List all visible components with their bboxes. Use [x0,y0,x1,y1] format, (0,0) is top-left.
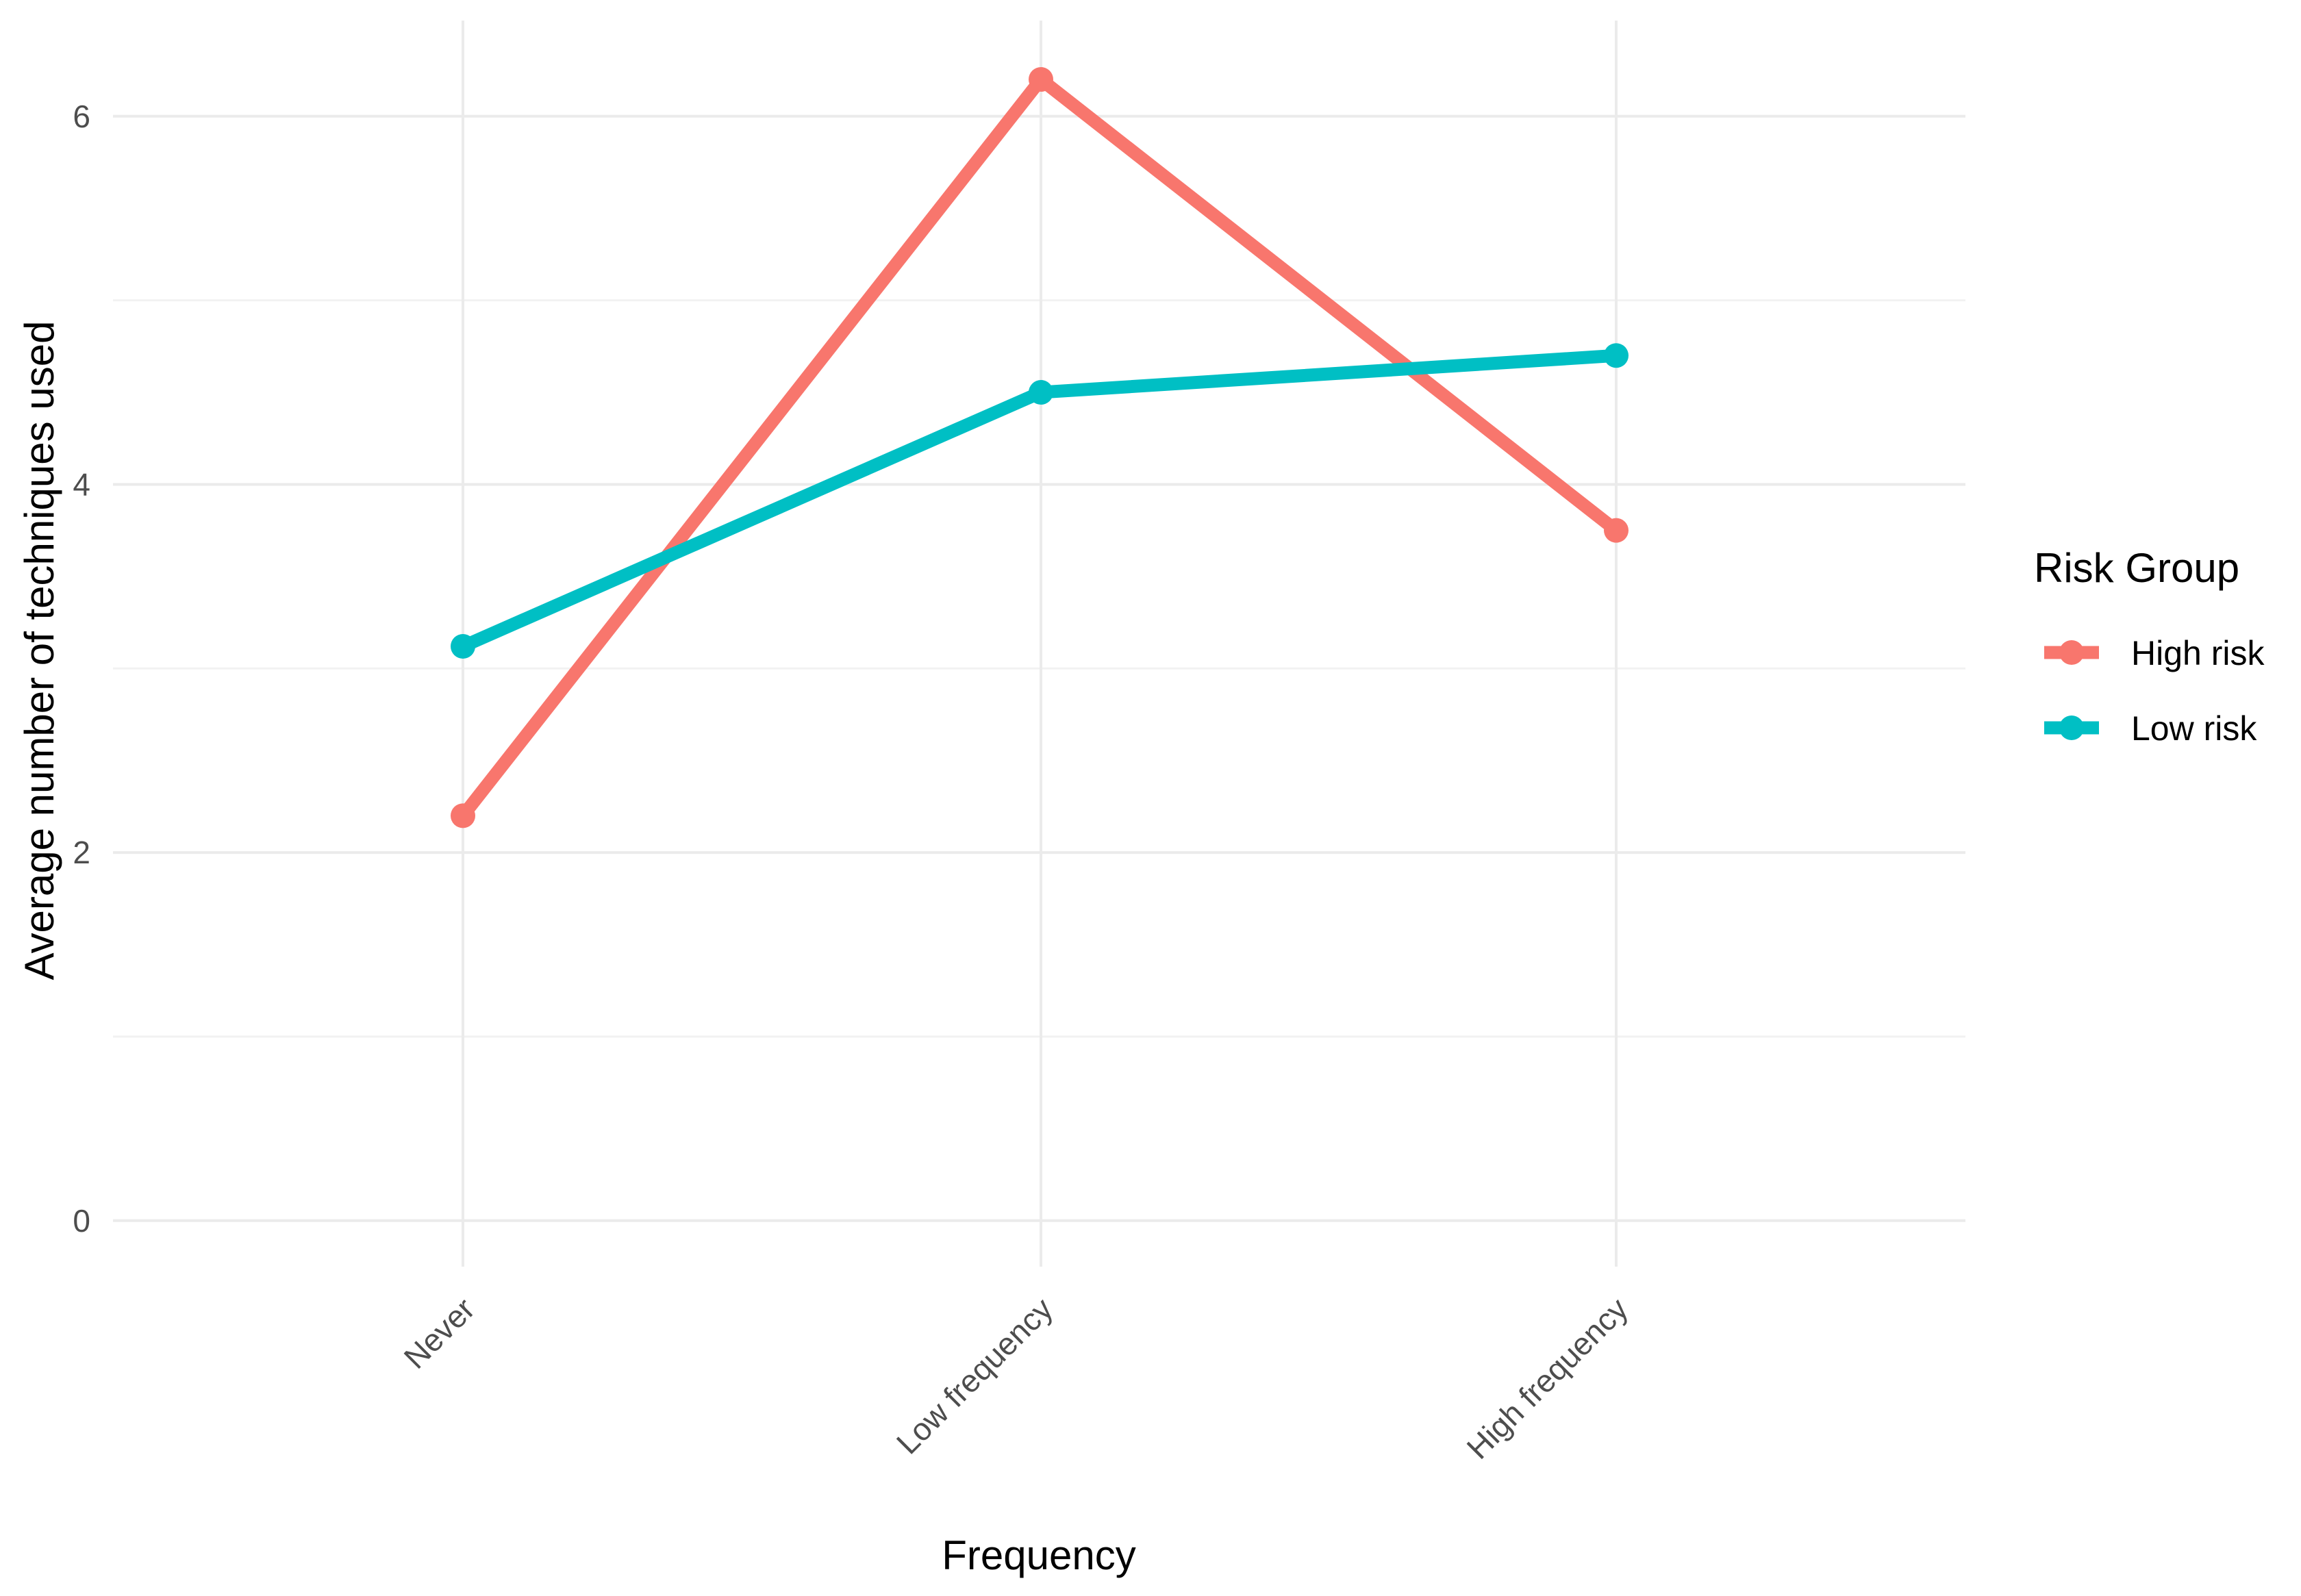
data-point [1604,518,1629,543]
x-tick-label: High frequency [1460,1291,1635,1466]
legend: Risk Group High risk Low risk [2034,545,2265,748]
y-tick-label: 0 [73,1203,90,1239]
y-tick-label: 6 [73,99,90,134]
data-point [1029,67,1053,92]
series-layer [451,67,1629,828]
data-point [451,803,475,828]
data-point [1604,343,1629,368]
grid-layer [113,21,1965,1267]
y-axis-title: Average number of techniques used [16,321,62,980]
legend-label: Low risk [2131,709,2257,748]
x-axis-title: Frequency [942,1532,1135,1578]
x-tick-label: Low frequency [890,1291,1059,1460]
legend-title: Risk Group [2034,545,2239,591]
legend-key-point [2059,715,2084,740]
legend-items: High risk Low risk [2044,634,2265,748]
data-point [451,634,475,659]
legend-label: High risk [2131,634,2265,672]
y-tick-label: 2 [73,835,90,870]
y-tick-label: 4 [73,466,90,502]
data-point [1029,380,1053,405]
x-tick-label: Never [397,1291,482,1376]
axis-layer: 0 2 4 6 Never Low frequency High frequency [73,99,1635,1466]
legend-key-point [2059,640,2084,665]
